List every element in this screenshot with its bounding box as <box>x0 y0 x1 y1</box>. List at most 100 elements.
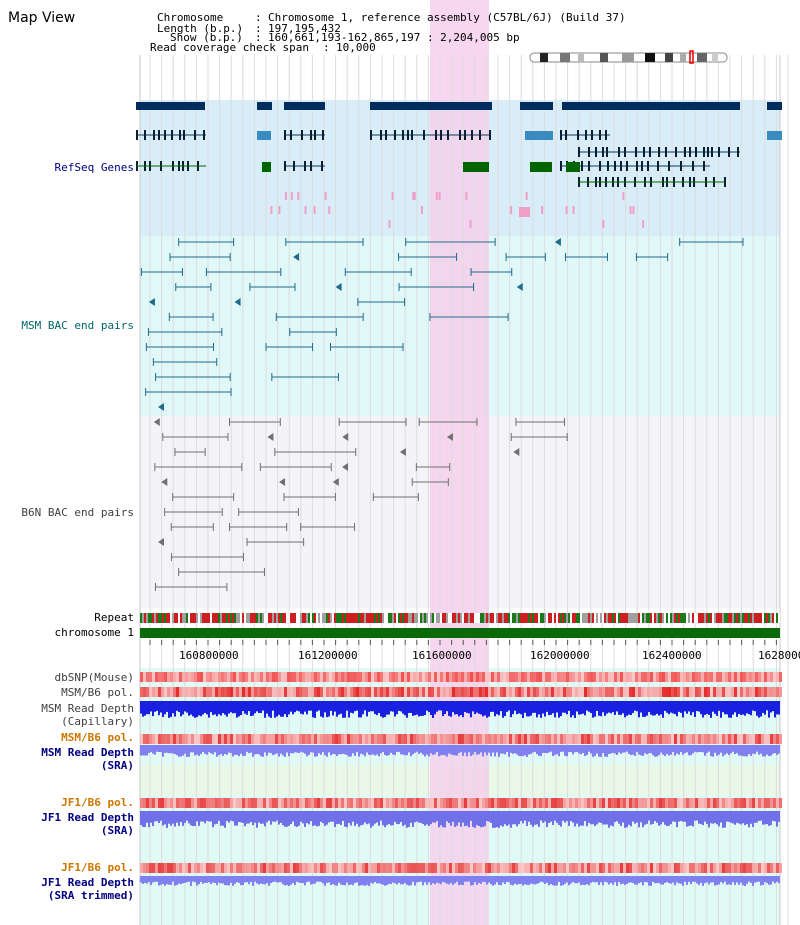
read-depth-bar <box>282 811 284 826</box>
read-depth-bar <box>560 811 562 827</box>
polymorphism-strip <box>305 734 308 744</box>
repeat-segment <box>274 613 276 623</box>
read-depth-bar <box>376 811 378 823</box>
track-label-msm-bac[interactable]: MSM BAC end pairs <box>21 319 134 332</box>
read-depth-bar <box>306 701 308 715</box>
read-depth-bar <box>678 701 680 712</box>
track-label-jf1-depth-sra[interactable]: JF1 Read Depth (SRA) <box>41 811 134 837</box>
track-label-msm-depth-sra[interactable]: MSM Read Depth (SRA) <box>41 746 134 772</box>
track-label-msm-b6-pol[interactable]: MSM/B6 pol. <box>61 686 134 699</box>
polymorphism-strip <box>530 798 533 808</box>
polymorphism-strip <box>332 863 335 873</box>
polymorphism-strip <box>368 687 371 697</box>
dbsnp-strip <box>425 672 428 682</box>
read-depth-bar <box>590 745 592 754</box>
read-depth-bar <box>478 701 480 714</box>
repeat-segment <box>622 613 624 623</box>
polymorphism-strip <box>281 798 284 808</box>
read-depth-bar <box>180 701 182 717</box>
dbsnp-strip <box>770 672 773 682</box>
read-depth-bar <box>248 701 250 712</box>
repeat-segment <box>170 613 172 623</box>
read-depth-bar <box>430 811 432 825</box>
polymorphism-strip <box>533 798 536 808</box>
read-depth-bar <box>330 701 332 711</box>
repeat-segment <box>634 613 636 623</box>
polymorphism-strip <box>452 734 455 744</box>
read-depth-bar <box>572 811 574 823</box>
read-depth-bar <box>332 811 334 822</box>
polymorphism-strip <box>617 863 620 873</box>
polymorphism-strip <box>305 798 308 808</box>
polymorphism-strip <box>209 863 212 873</box>
polymorphism-strip <box>389 798 392 808</box>
read-depth-bar <box>484 745 486 753</box>
repeat-segment <box>532 613 534 623</box>
polymorphism-strip <box>758 863 761 873</box>
polymorphism-strip <box>503 798 506 808</box>
read-depth-bar <box>348 745 350 757</box>
track-label-jf1-b6-pol[interactable]: JF1/B6 pol. <box>61 796 134 809</box>
read-depth-bar <box>500 876 502 886</box>
read-depth-bar <box>358 876 360 886</box>
dbsnp-strip <box>686 672 689 682</box>
polymorphism-strip <box>494 734 497 744</box>
repeat-segment <box>652 613 654 623</box>
dbsnp-strip <box>491 672 494 682</box>
polymorphism-strip <box>218 687 221 697</box>
read-depth-bar <box>542 876 544 883</box>
dbsnp-strip <box>434 672 437 682</box>
repeat-segment <box>470 613 472 623</box>
repeat-segment <box>660 613 662 623</box>
read-depth-bar <box>680 876 682 884</box>
polymorphism-strip <box>641 863 644 873</box>
track-label-msm-depth-capillary[interactable]: MSM Read Depth (Capillary) <box>41 702 134 728</box>
polymorphism-strip <box>602 798 605 808</box>
polymorphism-strip <box>563 734 566 744</box>
read-depth-bar <box>222 745 224 756</box>
track-label-jf1-b6-pol-2[interactable]: JF1/B6 pol. <box>61 861 134 874</box>
read-depth-bar <box>146 876 148 884</box>
repeat-segment <box>180 613 182 623</box>
read-depth-bar <box>670 745 672 755</box>
read-depth-bar <box>674 876 676 886</box>
polymorphism-strip <box>764 687 767 697</box>
polymorphism-strip <box>248 863 251 873</box>
polymorphism-strip <box>671 798 674 808</box>
read-depth-bar <box>512 701 514 715</box>
track-label-dbsnp[interactable]: dbSNP(Mouse) <box>54 671 134 684</box>
read-depth-bar <box>418 811 420 823</box>
dbsnp-strip <box>284 672 287 682</box>
coverage-label: Read coverage check span <box>150 41 309 54</box>
read-depth-bar <box>406 811 408 828</box>
polymorphism-strip <box>698 863 701 873</box>
track-label-b6n-bac[interactable]: B6N BAC end pairs <box>21 506 134 519</box>
read-depth-bar <box>354 876 356 884</box>
read-depth-bar <box>494 701 496 717</box>
read-depth-bar <box>396 745 398 752</box>
read-depth-bar <box>740 876 742 883</box>
read-depth-bar <box>776 811 778 827</box>
dbsnp-strip <box>602 672 605 682</box>
polymorphism-strip <box>545 863 548 873</box>
repeat-segment <box>604 613 606 623</box>
read-depth-bar <box>400 811 402 823</box>
msm-bac-pair <box>234 298 241 306</box>
read-depth-bar <box>614 701 616 715</box>
read-depth-bar <box>182 811 184 826</box>
polymorphism-strip <box>431 798 434 808</box>
read-depth-bar <box>706 701 708 714</box>
polymorphism-strip <box>629 863 632 873</box>
repeat-segment <box>590 613 592 623</box>
read-depth-bar <box>164 876 166 886</box>
track-label-msm-b6-pol-2[interactable]: MSM/B6 pol. <box>61 731 134 744</box>
read-depth-bar <box>264 876 266 885</box>
dbsnp-strip <box>350 672 353 682</box>
polymorphism-strip <box>161 687 164 697</box>
track-label-refseq[interactable]: RefSeq Genes <box>54 161 134 174</box>
read-depth-bar <box>230 811 232 821</box>
track-label-jf1-depth-trimmed[interactable]: JF1 Read Depth (SRA trimmed) <box>41 876 134 902</box>
read-depth-bar <box>590 876 592 883</box>
read-depth-bar <box>744 876 746 886</box>
